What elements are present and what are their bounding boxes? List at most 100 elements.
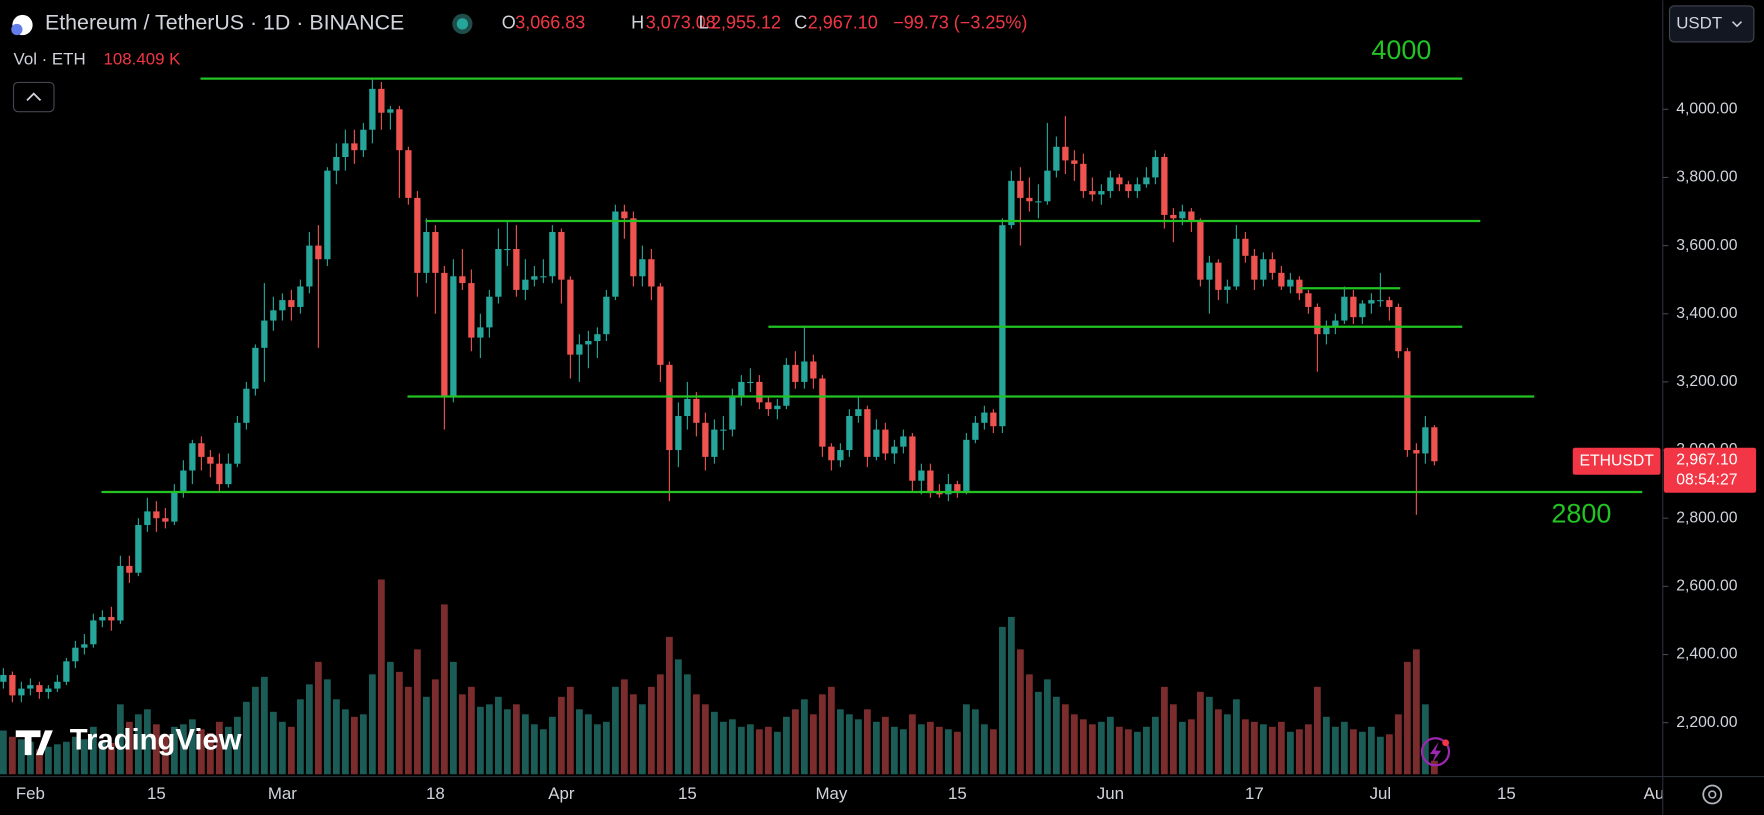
- candle-body: [909, 436, 916, 481]
- volume-bar: [189, 719, 196, 775]
- candle-body: [900, 436, 907, 447]
- ohlc-label: C: [794, 13, 807, 33]
- candle-body: [1080, 163, 1087, 192]
- candle-body: [1044, 170, 1051, 202]
- candle-body: [207, 456, 214, 464]
- y-tick-label: 3,200.00: [1676, 373, 1738, 390]
- candle-body: [1152, 156, 1159, 178]
- volume-bar: [1422, 704, 1429, 775]
- candle-body: [891, 446, 898, 454]
- candle-body: [747, 381, 754, 384]
- volume-bar: [648, 686, 655, 775]
- currency-button[interactable]: [1668, 5, 1755, 43]
- candle-body: [819, 378, 826, 447]
- candle-body: [99, 617, 106, 621]
- volume-bar: [1215, 709, 1222, 775]
- volume-bar: [1107, 716, 1114, 775]
- volume-bar: [225, 726, 232, 775]
- volume-bar: [828, 686, 835, 775]
- candle-body: [342, 143, 349, 157]
- volume-bar: [1251, 721, 1258, 775]
- candle-body: [810, 361, 817, 379]
- candle-body: [648, 259, 655, 287]
- collapse-button[interactable]: [12, 81, 55, 113]
- volume-bar: [1008, 616, 1015, 775]
- logo: TradingView: [70, 724, 242, 756]
- candle-body: [495, 249, 502, 297]
- candle-body: [72, 647, 79, 662]
- candle-body: [828, 446, 835, 461]
- volume-bar: [351, 716, 358, 775]
- candle-body: [189, 443, 196, 471]
- candle-body: [27, 685, 34, 689]
- volume-bar: [36, 749, 43, 775]
- volume-bar: [1017, 649, 1024, 775]
- volume-bar: [1125, 729, 1132, 775]
- candle-body: [468, 283, 475, 338]
- candle-body: [513, 249, 520, 290]
- volume-bar: [639, 704, 646, 775]
- candle-body: [126, 565, 133, 573]
- candle-body: [1251, 255, 1258, 280]
- volume-bar: [756, 729, 763, 775]
- candle-body: [918, 470, 925, 481]
- candle-body: [1026, 197, 1033, 202]
- volume-bar: [1089, 724, 1096, 775]
- volume-bar: [774, 731, 781, 775]
- settings-button[interactable]: [1702, 784, 1723, 805]
- volume-bar: [252, 686, 259, 775]
- candle-body: [369, 88, 376, 130]
- volume-bar: [1377, 736, 1384, 775]
- candle-body: [540, 276, 547, 278]
- volume-bar: [1323, 716, 1330, 775]
- volume-bar: [18, 739, 25, 775]
- candle-body: [873, 429, 880, 457]
- ohlc-value: 3,066.83: [515, 13, 585, 33]
- volume-bar: [981, 724, 988, 775]
- candle-body: [621, 211, 628, 219]
- x-tick-label: Jun: [1097, 784, 1124, 803]
- volume-bar: [72, 736, 79, 775]
- candle-body: [180, 470, 187, 491]
- volume-bar: [1296, 729, 1303, 775]
- volume-value: 108.409 K: [104, 49, 182, 68]
- volume-bar: [837, 709, 844, 775]
- candle-body: [1404, 351, 1411, 451]
- volume-bar: [54, 744, 61, 775]
- volume-bar: [747, 724, 754, 775]
- volume-bar: [117, 704, 124, 775]
- candle-body: [1107, 177, 1114, 192]
- y-tick-label: 2,600.00: [1676, 578, 1738, 595]
- candle-body: [81, 644, 88, 648]
- candle-body: [657, 286, 664, 365]
- candle-body: [1017, 180, 1024, 198]
- volume-bar: [1332, 726, 1339, 775]
- volume-bar: [1368, 726, 1375, 775]
- candle-body: [387, 109, 394, 113]
- volume-bar: [360, 714, 367, 775]
- candle-body: [1386, 300, 1393, 307]
- volume-bar: [144, 709, 151, 775]
- candle-body: [963, 439, 970, 491]
- volume-bar: [1350, 729, 1357, 775]
- volume-bar: [81, 739, 88, 775]
- candle-body: [522, 279, 529, 290]
- candle-body: [1170, 214, 1177, 219]
- candle-body: [36, 685, 43, 692]
- market-status: [456, 18, 468, 30]
- candle-body: [351, 143, 358, 151]
- candle-body: [108, 617, 115, 621]
- lightning-button[interactable]: [1420, 737, 1451, 767]
- volume-bar: [801, 699, 808, 775]
- candle-body: [981, 412, 988, 423]
- candle-body: [594, 334, 601, 342]
- candle-body: [585, 341, 592, 345]
- volume-bar: [180, 724, 187, 775]
- ohlc-label: L: [699, 13, 709, 33]
- candle-body: [234, 422, 241, 464]
- candle-body: [477, 327, 484, 338]
- candle-body: [1314, 306, 1321, 335]
- candle-body: [549, 231, 556, 277]
- volume-bar: [711, 711, 718, 775]
